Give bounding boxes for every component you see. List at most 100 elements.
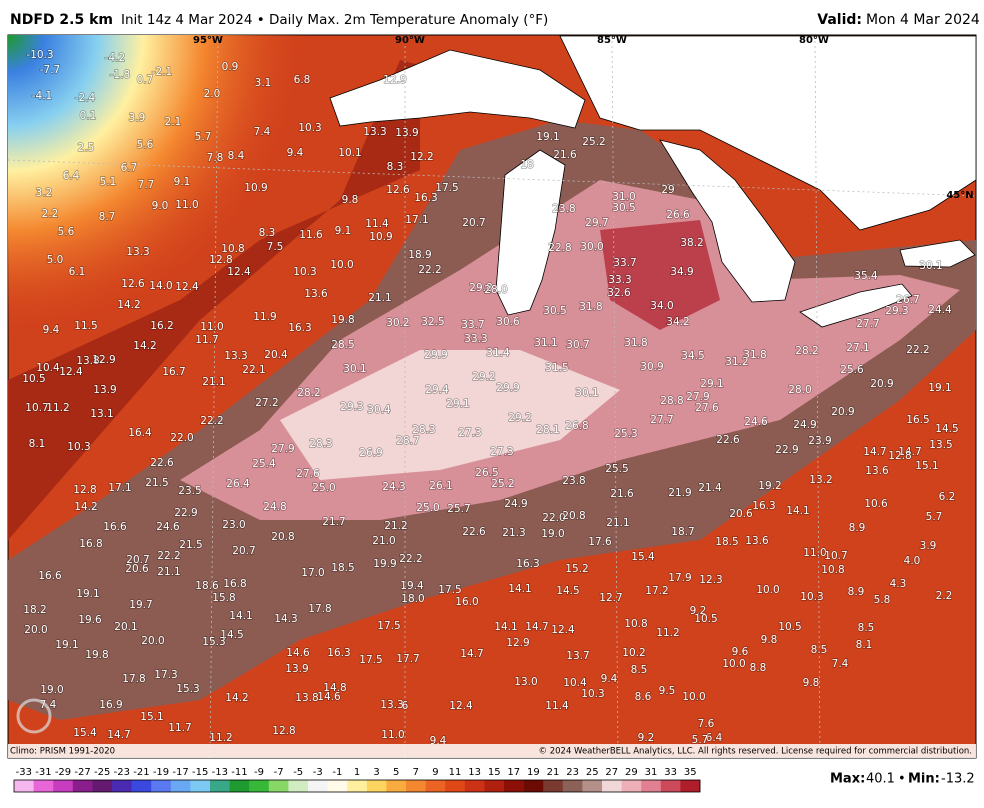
station-value: 10.7 — [824, 550, 847, 562]
station-value: 8.1 — [856, 639, 873, 651]
station-value: 28.1 — [536, 424, 559, 436]
station-value: 13.9 — [285, 663, 308, 675]
station-value: 3.2 — [36, 187, 53, 199]
station-value: -2.4 — [75, 92, 96, 104]
colorbar-swatch — [53, 780, 74, 792]
station-value: 19.1 — [928, 382, 951, 394]
station-value: 13.5 — [929, 439, 952, 451]
station-value: 10.8 — [821, 564, 844, 576]
warm-region — [8, 60, 520, 540]
station-value: 27.6 — [695, 402, 719, 414]
station-value: 23.0 — [222, 519, 245, 531]
station-value: 10.0 — [330, 259, 353, 271]
station-value: 11.2 — [656, 627, 679, 639]
station-value: 19.1 — [76, 588, 99, 600]
station-value: 10.0 — [682, 691, 705, 703]
station-value: 17.5 — [359, 654, 382, 666]
station-value: 38.2 — [680, 237, 703, 249]
station-value: 10.7 — [25, 402, 48, 414]
station-value: 20.0 — [141, 635, 164, 647]
station-value: 27.9 — [686, 391, 709, 403]
colorbar-swatch — [210, 780, 230, 792]
station-value: 11.4 — [545, 700, 569, 712]
station-value: 16.3 — [327, 647, 350, 659]
station-value: 28.5 — [331, 339, 354, 351]
station-value: 21.1 — [202, 376, 225, 388]
colorbar-tick-label: -15 — [192, 767, 208, 778]
station-value: 6.8 — [294, 74, 311, 86]
station-value: -2.1 — [152, 66, 173, 78]
copyright: © 2024 WeatherBELL Analytics, LLC. All r… — [539, 747, 972, 757]
station-value: 22.9 — [775, 444, 798, 456]
station-value: 21.6 — [610, 488, 634, 500]
station-value: 5.6 — [58, 226, 75, 238]
station-value: 10.4 — [36, 362, 60, 374]
station-value: 17.7 — [396, 653, 419, 665]
station-value: 30.0 — [580, 241, 603, 253]
station-value: 10.3 — [67, 441, 90, 453]
station-value: 8.4 — [228, 150, 245, 162]
station-value: 12.4 — [175, 281, 199, 293]
station-value: 24.9 — [793, 419, 816, 431]
station-value: 28.0 — [788, 384, 811, 396]
colorbar: -33 -31 -29 -27 -25 -23 -21 -19 -17 -15 -13 -11 -9 -7… — [13, 767, 701, 793]
station-value: 29.2 — [508, 412, 531, 424]
station-value: 25.0 — [312, 482, 335, 494]
station-value: 10.5 — [694, 613, 717, 625]
lake-erie — [799, 283, 913, 328]
station-value: 11.2 — [46, 402, 69, 414]
station-value: 28.2 — [297, 387, 320, 399]
station-value: 22.2 — [399, 553, 422, 565]
band-core — [280, 350, 620, 480]
station-value: 30.2 — [386, 317, 409, 329]
colorbar-tick-label: 31 — [645, 767, 658, 778]
canada — [559, 35, 977, 231]
station-value: 29.8 — [469, 282, 492, 294]
graticule-line — [814, 35, 821, 759]
station-value: 10.5 — [778, 621, 801, 633]
station-value: 19.6 — [78, 614, 102, 626]
station-value: 10.3 — [293, 266, 316, 278]
station-value: 15.3 — [202, 636, 225, 648]
graticule-line — [209, 35, 219, 759]
station-value: 14.6 — [317, 691, 341, 703]
colorbar-tick-label: -29 — [55, 767, 71, 778]
colorbar-tick-label: 19 — [527, 767, 540, 778]
station-value: 22.9 — [174, 507, 197, 519]
station-value: 12.3 — [699, 574, 722, 586]
colorbar-tick-label: -21 — [133, 767, 149, 778]
station-value: 14.5 — [220, 629, 243, 641]
station-value: 19.9 — [373, 558, 396, 570]
station-value: 9.8 — [761, 634, 778, 646]
station-value: 14.7 — [525, 621, 548, 633]
station-value: 16.3 — [288, 322, 311, 334]
station-value: 15.3 — [176, 683, 199, 695]
station-value: 14.7 — [898, 446, 921, 458]
station-value: 12.4 — [59, 366, 83, 378]
station-value: 11.5 — [74, 320, 97, 332]
station-value: 21.2 — [384, 520, 407, 532]
station-value: 18.5 — [715, 536, 738, 548]
colorbar-tick-label: 21 — [547, 767, 560, 778]
station-value: 14.1 — [508, 583, 531, 595]
colorbar-swatch — [112, 780, 132, 792]
station-value: 17.5 — [438, 584, 461, 596]
station-value: 22.6 — [150, 457, 174, 469]
station-value: 16.4 — [128, 427, 152, 439]
station-value: 24.4 — [928, 304, 952, 316]
station-value: 17.1 — [405, 214, 428, 226]
station-value: 23.8 — [552, 203, 575, 215]
colorbar-swatch — [523, 780, 544, 792]
station-value: 14.2 — [225, 692, 248, 704]
station-value: 13.3 — [380, 699, 403, 711]
station-value: 4.0 — [904, 555, 921, 567]
station-value: 7.8 — [207, 152, 224, 164]
colorbar-tick-label: -23 — [114, 767, 130, 778]
station-value: 0.1 — [80, 110, 97, 122]
station-value: 10.0 — [756, 584, 779, 596]
colorbar-swatch — [504, 780, 524, 792]
station-value: 12.9 — [506, 637, 529, 649]
colorbar-swatch — [170, 780, 191, 792]
station-value: 22.2 — [906, 344, 929, 356]
station-value: 13.9 — [93, 384, 116, 396]
